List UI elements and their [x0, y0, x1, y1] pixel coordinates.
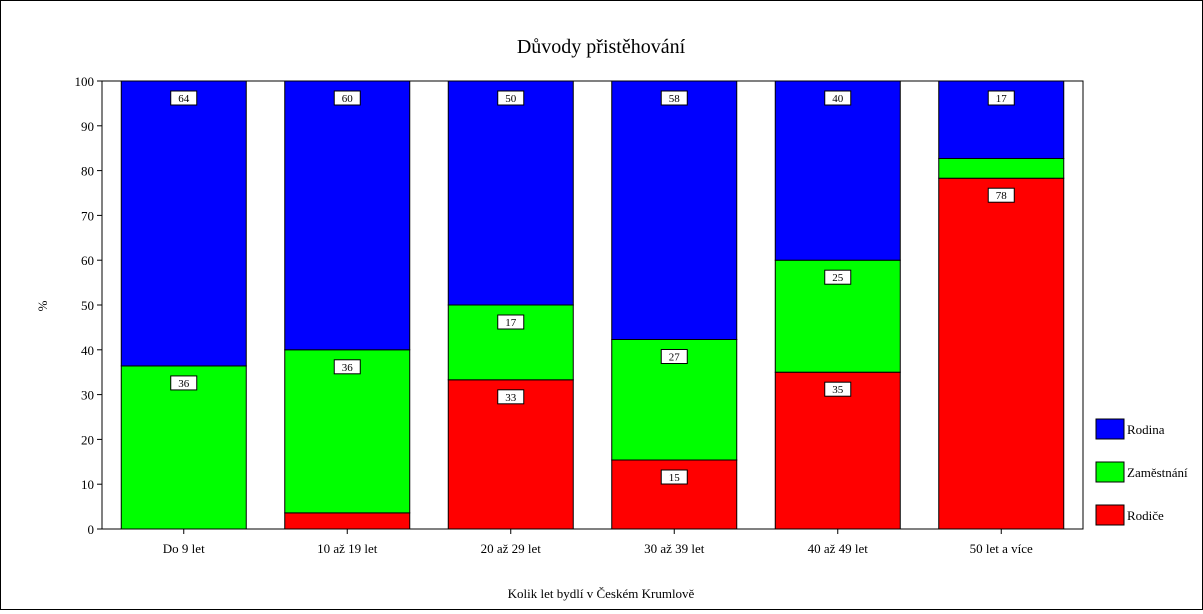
- y-axis-label: %: [35, 300, 50, 311]
- bar-segment: [284, 349, 411, 514]
- data-label: 17: [996, 93, 1008, 105]
- data-label-box: [497, 90, 525, 106]
- data-label-box: [660, 348, 688, 364]
- bar-segment: [284, 512, 411, 530]
- data-label-box: [660, 469, 688, 485]
- y-tick-label: 30: [81, 388, 94, 403]
- data-label-box: [170, 90, 198, 106]
- data-label: 27: [669, 351, 681, 363]
- plot-area: Do 9 let 10 až 19 let 20 až 29 let 30 až 39…: [75, 74, 1084, 556]
- data-label: 25: [832, 272, 844, 284]
- x-tick-label: 20 až 29 let: [481, 541, 542, 556]
- data-label: 35: [832, 384, 844, 396]
- chart-title: Důvody přistěhování: [517, 36, 686, 58]
- y-tick-label: 80: [81, 164, 94, 179]
- plot-border: [101, 80, 1084, 530]
- y-tick-label: 10: [81, 477, 94, 492]
- data-label-box: [333, 359, 361, 375]
- y-tick-label: 70: [81, 208, 94, 223]
- data-label-box: [824, 90, 852, 106]
- bar-segment: [938, 158, 1065, 179]
- legend-label: Zaměstnání: [1127, 465, 1188, 480]
- bar-segment: [611, 338, 738, 461]
- legend-swatch: [1095, 461, 1125, 483]
- data-label: 36: [342, 362, 354, 374]
- data-label: 15: [669, 472, 681, 484]
- data-label: 78: [996, 190, 1008, 202]
- bar-segment: [284, 80, 411, 351]
- data-label: 64: [178, 93, 190, 105]
- bar-segment: [938, 177, 1065, 530]
- bar-segment: [120, 365, 247, 530]
- data-label-box: [987, 90, 1015, 106]
- data-label: 58: [669, 93, 681, 105]
- data-label: 60: [342, 93, 354, 105]
- legend-label: Rodina: [1127, 422, 1165, 437]
- y-tick-label: 90: [81, 119, 94, 134]
- data-label-box: [333, 90, 361, 106]
- bar-segment: [120, 80, 247, 367]
- bar-segment: [774, 80, 901, 261]
- y-tick-label: 40: [81, 343, 94, 358]
- data-label-box: [170, 375, 198, 391]
- data-label: 40: [832, 93, 844, 105]
- x-tick-label: 30 až 39 let: [644, 541, 705, 556]
- x-tick-label: 10 až 19 let: [317, 541, 378, 556]
- data-label: 36: [178, 378, 190, 390]
- bar-segment: [611, 80, 738, 340]
- y-tick-label: 100: [75, 74, 95, 89]
- data-label-box: [497, 314, 525, 330]
- y-tick-label: 20: [81, 432, 94, 447]
- data-label: 17: [505, 317, 517, 329]
- legend-label: Rodiče: [1127, 508, 1164, 523]
- legend: Rodina Zaměstnání Rodiče: [1095, 418, 1188, 526]
- data-label-box: [824, 381, 852, 397]
- x-tick-label: 50 let a více: [970, 541, 1033, 556]
- data-label-box: [497, 389, 525, 405]
- data-label-box: [660, 90, 688, 106]
- data-label: 50: [505, 93, 517, 105]
- x-axis-label: Kolik let bydlí v Českém Krumlově: [508, 586, 695, 601]
- data-label: 33: [505, 392, 517, 404]
- bar-segment: [447, 80, 574, 306]
- x-tick-label: 40 až 49 let: [808, 541, 869, 556]
- bar-segment: [774, 371, 901, 530]
- legend-swatch: [1095, 504, 1125, 526]
- y-tick-label: 60: [81, 253, 94, 268]
- bar-segment: [447, 379, 574, 530]
- x-tick-label: Do 9 let: [163, 541, 205, 556]
- y-tick-label: 0: [88, 522, 95, 537]
- data-label-box: [824, 269, 852, 285]
- data-label-box: [987, 187, 1015, 203]
- y-tick-label: 50: [81, 298, 94, 313]
- legend-swatch: [1095, 418, 1125, 440]
